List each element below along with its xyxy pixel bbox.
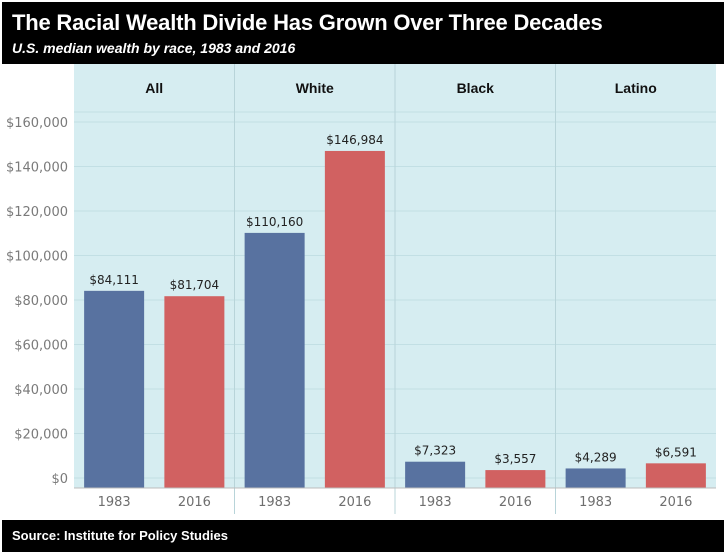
data-label: $110,160 (246, 215, 303, 229)
data-label: $81,704 (170, 278, 220, 292)
panel-black: Black $7,323 1983 $3,557 2016 (394, 64, 546, 514)
x-tick-label: 1983 (258, 495, 291, 510)
chart-header: The Racial Wealth Divide Has Grown Over … (2, 2, 724, 64)
chart-title: The Racial Wealth Divide Has Grown Over … (12, 10, 603, 35)
bar-white-1983 (244, 232, 305, 488)
x-tick-label: 1983 (579, 495, 612, 510)
panel-label: Latino (615, 80, 657, 96)
data-label: $7,323 (414, 444, 456, 458)
y-tick-label: $100,000 (6, 250, 68, 265)
x-tick-label: 2016 (659, 495, 692, 510)
data-label: $146,984 (326, 133, 383, 147)
y-tick-label: $140,000 (6, 161, 68, 176)
bar-all-1983 (84, 290, 145, 488)
data-label: $6,591 (655, 445, 697, 459)
panel-latino: Latino $4,289 1983 $6,591 2016 (555, 64, 706, 514)
data-label: $3,557 (494, 452, 536, 466)
y-tick-label: $80,000 (14, 294, 68, 309)
data-label: $84,111 (89, 273, 139, 287)
bar-white-2016 (324, 150, 385, 488)
source-note: Source: Institute for Policy Studies (12, 528, 228, 543)
x-tick-label: 2016 (338, 495, 371, 510)
x-tick-label: 2016 (499, 495, 532, 510)
bar-chart: $0 $20,000 $40,000 $60,000 $80,000 $100,000 $1… (6, 64, 716, 514)
x-tick-label: 1983 (419, 495, 452, 510)
bar-latino-2016 (645, 463, 706, 488)
panel-label: Black (457, 80, 495, 96)
chart-area: $0 $20,000 $40,000 $60,000 $80,000 $100,000 $1… (2, 64, 724, 520)
y-tick-label: $160,000 (6, 116, 68, 131)
x-tick-label: 1983 (98, 495, 131, 510)
panel-white: White $110,160 1983 $146,984 2016 (234, 64, 385, 514)
chart-footer: Source: Institute for Policy Studies (2, 520, 724, 552)
y-tick-label: $40,000 (14, 383, 68, 398)
panel-label: White (296, 80, 334, 96)
panel-all: All $84,111 1983 $81,704 2016 (84, 80, 225, 510)
y-tick-label: $60,000 (14, 339, 68, 354)
y-tick-label: $120,000 (6, 205, 68, 220)
bar-all-2016 (164, 296, 225, 488)
x-tick-label: 2016 (178, 495, 211, 510)
panel-label: All (145, 80, 163, 96)
y-tick-label: $20,000 (14, 428, 68, 443)
chart-subtitle: U.S. median wealth by race, 1983 and 201… (12, 40, 296, 56)
bar-latino-1983 (565, 468, 626, 488)
data-label: $4,289 (575, 450, 617, 464)
y-axis: $0 $20,000 $40,000 $60,000 $80,000 $100,000 $1… (6, 116, 716, 487)
bar-black-1983 (405, 461, 466, 488)
y-tick-label: $0 (51, 472, 68, 487)
bar-black-2016 (485, 470, 546, 488)
